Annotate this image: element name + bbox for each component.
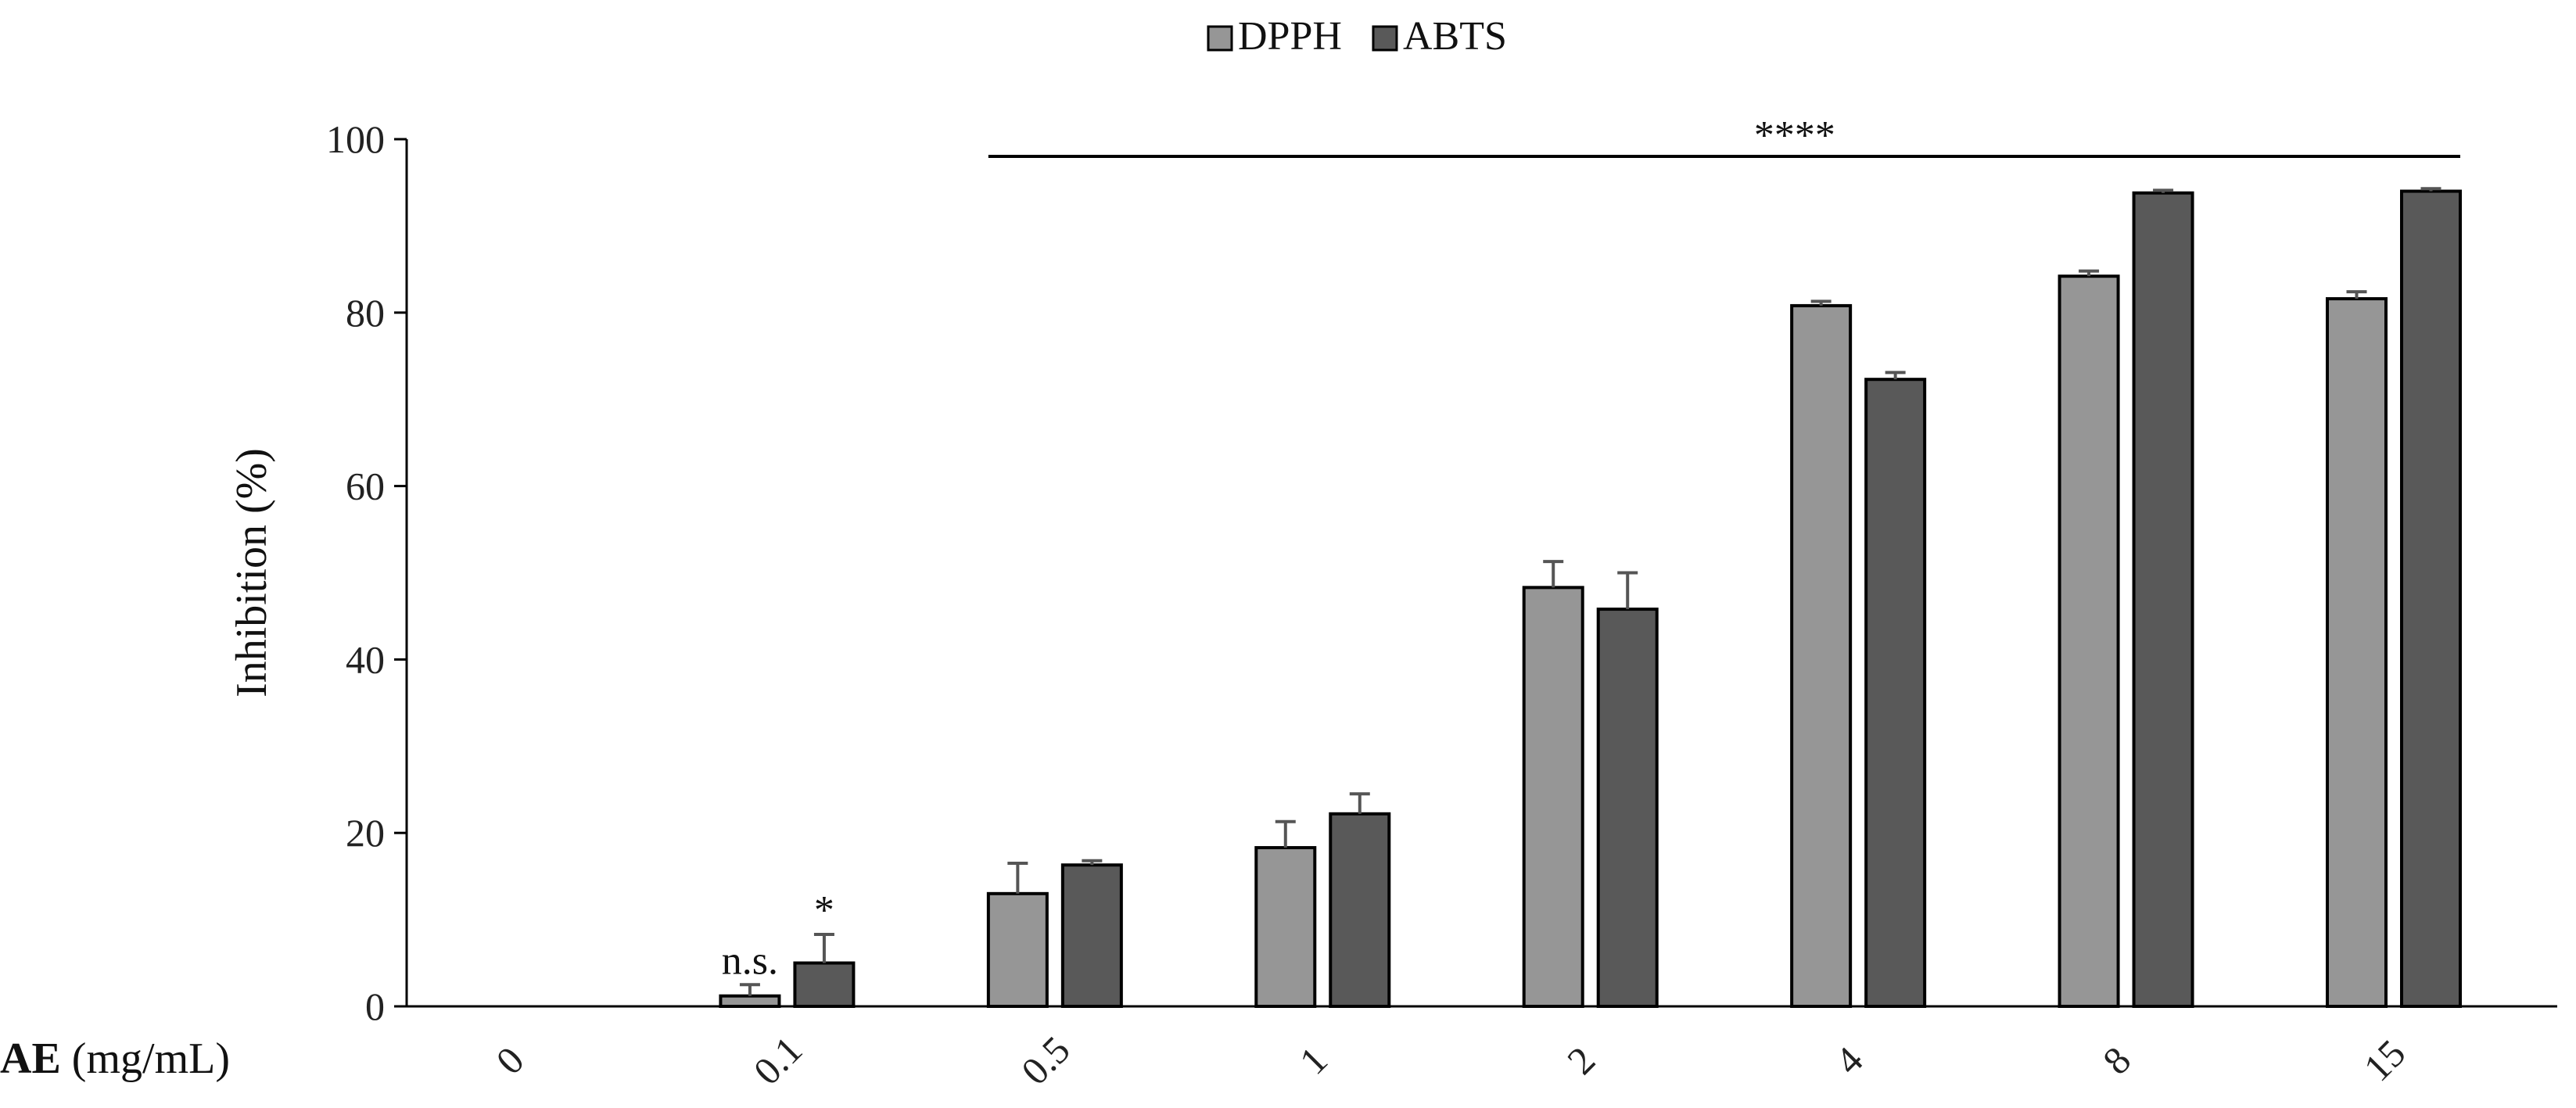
x-tick-label: 0.1: [745, 1027, 811, 1093]
x-tick-label: 15: [2355, 1031, 2414, 1090]
legend-swatch-dpph: [1207, 25, 1233, 52]
bar-abts: [1596, 608, 1659, 1008]
bar-dpph: [719, 994, 781, 1009]
bar-abts: [1329, 812, 1391, 1008]
y-axis-title: Inhibition (%): [228, 448, 276, 697]
legend-label-abts: ABTS: [1403, 14, 1507, 59]
x-axis-title: AE (mg/mL): [0, 1034, 230, 1083]
bar-abts: [1060, 863, 1123, 1009]
bar-abts: [2132, 191, 2194, 1008]
y-tick-label: 100: [326, 117, 385, 161]
bar-dpph: [1254, 846, 1317, 1008]
bar-dpph: [2058, 274, 2120, 1008]
x-axis-title-bold: AE: [0, 1034, 61, 1083]
y-tick-label: 40: [346, 637, 385, 681]
y-tick-label: 80: [346, 291, 385, 335]
point-label: *: [814, 888, 834, 933]
y-tick-label: 60: [346, 464, 385, 508]
annotations: **** n.s. *: [722, 113, 2460, 983]
x-tick-label: 1: [1291, 1038, 1336, 1082]
y-axis: 0 20 40 60 80 100 Inhibition (%): [228, 117, 408, 1028]
y-tick-label: 0: [365, 984, 385, 1028]
bar-abts: [2400, 189, 2462, 1008]
bar-dpph: [986, 891, 1049, 1008]
bar-dpph: [1790, 303, 1853, 1009]
bars: [719, 187, 2462, 1009]
significance-label: ****: [1754, 113, 1835, 158]
x-axis-title-unit: (mg/mL): [61, 1034, 230, 1083]
x-tick-label: 0: [487, 1038, 532, 1082]
x-tick-label: 8: [2094, 1038, 2139, 1082]
y-tick-label: 20: [346, 811, 385, 855]
bar-abts: [1864, 378, 1927, 1008]
x-tick-label: 0.5: [1013, 1027, 1078, 1093]
legend-swatch-abts: [1372, 25, 1398, 52]
point-label: n.s.: [722, 938, 778, 983]
bar-dpph: [1522, 586, 1584, 1008]
x-tick-label: 4: [1826, 1038, 1871, 1082]
bar-abts: [793, 961, 856, 1009]
legend-label-dpph: DPPH: [1238, 14, 1342, 59]
x-tick-label: 2: [1559, 1038, 1603, 1082]
legend: DPPH ABTS: [1207, 14, 1507, 59]
bar-dpph: [2326, 297, 2388, 1008]
